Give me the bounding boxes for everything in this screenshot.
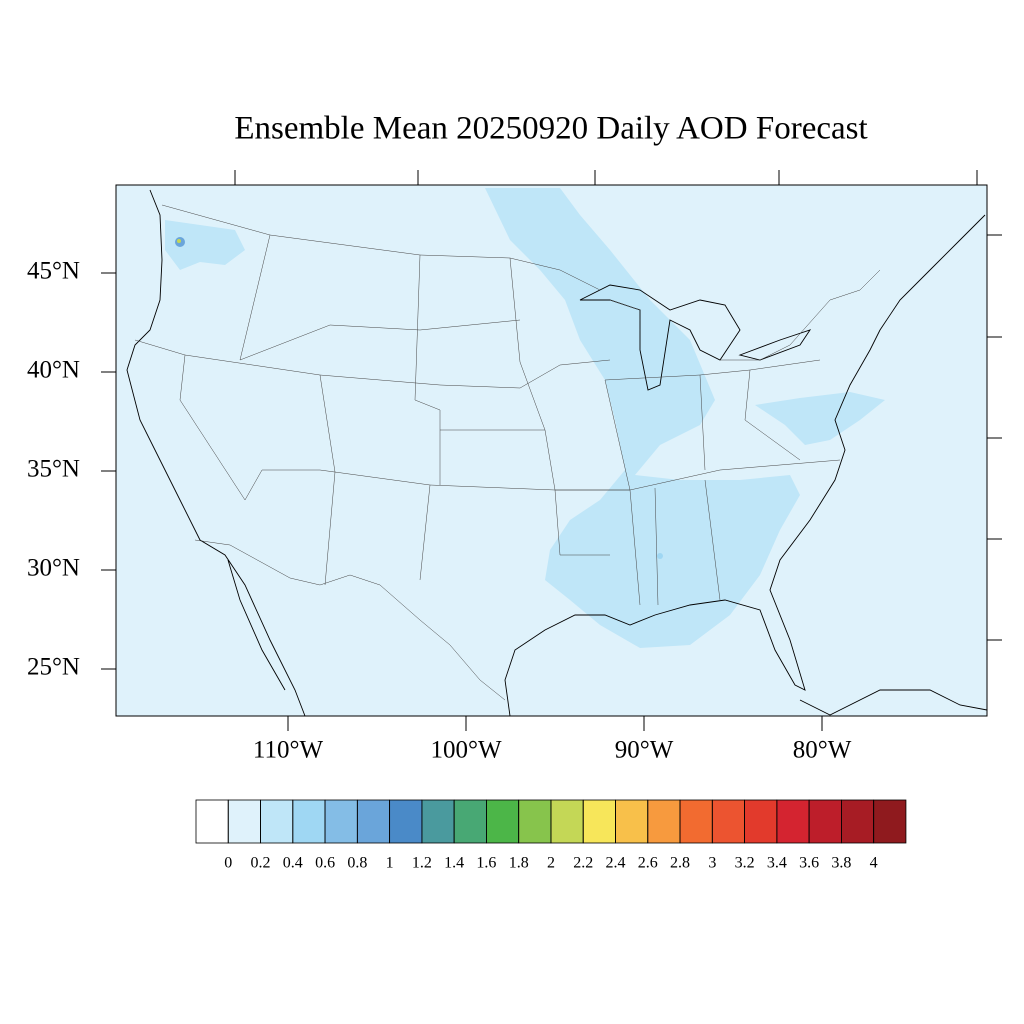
colorbar-box [550,799,584,844]
colorbar-box [841,799,875,844]
coastlines [126,189,988,717]
map [115,170,1002,717]
plume-region [755,392,885,445]
gulf-and-east-coast [504,214,986,717]
colorbar-label: 3.2 [735,855,755,872]
border [194,539,506,701]
plume-hotspot [177,239,181,243]
border [161,204,601,291]
lat-label: 25°N [27,654,80,681]
colorbar-box [292,799,326,844]
colorbar-label: 2.6 [638,855,658,872]
colorbar-label: 3 [708,855,716,872]
colorbar-box [615,799,649,844]
lat-label: 35°N [27,456,80,483]
colorbar-label: 2 [547,855,555,872]
plume-region [165,220,245,270]
lon-label: 110°W [253,737,324,764]
state-borders [134,204,881,701]
lat-label: 40°N [27,357,80,384]
colorbar-box [518,799,552,844]
colorbar-label: 1 [386,855,394,872]
lon-label: 80°W [793,737,852,764]
colorbar-box [389,799,423,844]
colorbar-label: 4 [870,855,878,872]
colorbar-label: 1.2 [412,855,432,872]
colorbar-box [679,799,713,844]
lat-label: 45°N [27,258,80,285]
colorbar-label: 3.8 [831,855,851,872]
colorbar-label: 2.2 [573,855,593,872]
colorbar-label: 0.6 [315,855,335,872]
colorbar-box [711,799,745,844]
colorbar-box [195,799,229,844]
plume-hotspot [657,553,663,559]
colorbar-label: 3.4 [767,855,787,872]
colorbar-label: 1.6 [476,855,496,872]
colorbar-box [356,799,391,844]
colorbar-label: 0.4 [283,855,303,872]
colorbar-box [421,799,455,844]
colorbar-box [227,799,261,844]
caribbean [799,689,988,716]
colorbar-label: 1.8 [509,855,529,872]
colorbar-label: 2.4 [606,855,626,872]
colorbar-box [453,799,487,844]
colorbar-label: 0.2 [251,855,271,872]
colorbar-label: 0 [224,855,232,872]
baja-coast [227,559,286,691]
colorbar-box [647,799,681,844]
plume-region [485,188,800,648]
aod-plume [165,188,885,648]
great-lakes [579,284,741,391]
lon-label: 90°W [615,737,674,764]
border [609,269,881,361]
colorbar-box [582,799,616,844]
colorbar-box [776,799,810,844]
lon-label: 100°W [430,737,501,764]
border [239,234,721,606]
colorbar-box [260,799,294,844]
colorbar-label: 3.6 [799,855,819,872]
great-lakes [738,329,812,361]
colorbar-label: 2.8 [670,855,690,872]
map-frame [115,184,988,717]
colorbar-box [873,799,907,844]
colorbar-box [486,799,520,844]
border [134,339,841,501]
colorbar-label: 0.8 [347,855,367,872]
colorbar-box [808,799,842,844]
colorbar-label: 1.4 [444,855,464,872]
west-coast [126,189,306,717]
colorbar-box [324,799,358,844]
map-title: Ensemble Mean 20250920 Daily AOD Forecas… [234,111,867,147]
lat-label: 30°N [27,555,80,582]
colorbar-box [744,799,778,844]
border [239,319,821,471]
frame-ticks [234,170,1002,641]
